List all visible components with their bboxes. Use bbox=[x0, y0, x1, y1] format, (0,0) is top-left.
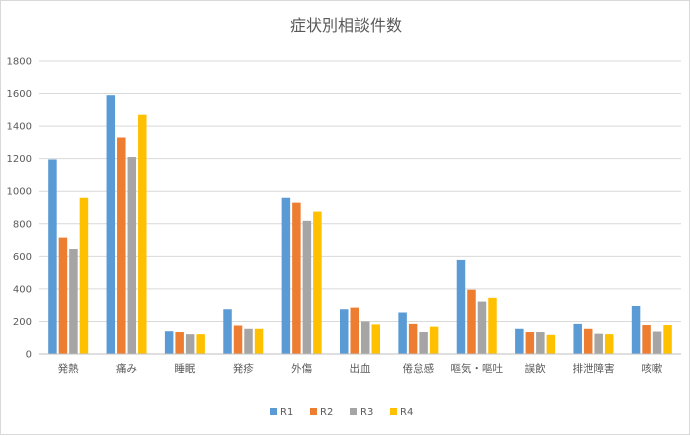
bar-R4-10 bbox=[663, 325, 672, 354]
bar-R2-5 bbox=[350, 307, 359, 354]
bar-R2-0 bbox=[58, 237, 68, 354]
legend-label: R4 bbox=[400, 407, 413, 418]
bar-R1-2 bbox=[164, 331, 174, 354]
bar-R3-8 bbox=[536, 332, 545, 354]
category-label: 誤飲 bbox=[525, 362, 546, 375]
bar-R1-10 bbox=[631, 305, 641, 354]
bar-R3-9 bbox=[594, 333, 603, 354]
bar-R4-7 bbox=[488, 297, 497, 354]
y-tick-label: 0 bbox=[26, 350, 32, 361]
bar-R3-10 bbox=[652, 331, 662, 354]
bar-R1-9 bbox=[573, 323, 582, 354]
legend-swatch-R4 bbox=[390, 408, 397, 415]
y-tick-label: 1800 bbox=[7, 57, 32, 68]
bar-R1-1 bbox=[106, 95, 116, 354]
bar-R4-8 bbox=[546, 334, 556, 354]
legend: R1 R2 R3 R4 bbox=[270, 407, 413, 418]
category-label: 外傷 bbox=[291, 362, 312, 375]
category-label: 発熱 bbox=[58, 362, 79, 375]
category-label: 睡眠 bbox=[174, 362, 195, 375]
bar-R1-6 bbox=[398, 312, 407, 354]
bar-R2-2 bbox=[175, 332, 184, 354]
bar-R2-9 bbox=[583, 328, 593, 354]
bar-R3-3 bbox=[244, 328, 253, 354]
bar-R3-1 bbox=[127, 157, 137, 354]
bar-R4-6 bbox=[429, 326, 439, 354]
category-label: 痛み bbox=[116, 362, 137, 375]
bar-R4-2 bbox=[196, 334, 205, 354]
bar-R1-4 bbox=[281, 197, 291, 354]
y-tick-label: 1000 bbox=[7, 187, 32, 198]
chart-title: 症状別相談件数 bbox=[290, 16, 402, 35]
legend-label: R2 bbox=[320, 407, 333, 418]
bar-R3-4 bbox=[302, 220, 312, 354]
legend-swatch-R2 bbox=[310, 408, 317, 415]
bar-R1-3 bbox=[223, 309, 232, 354]
bar-R2-8 bbox=[525, 332, 535, 354]
bar-R3-7 bbox=[477, 301, 487, 354]
y-tick-label: 1600 bbox=[7, 89, 32, 100]
bar-R4-5 bbox=[371, 324, 380, 354]
bar-R2-10 bbox=[642, 325, 651, 354]
y-tick-label: 200 bbox=[13, 317, 32, 328]
y-tick-label: 800 bbox=[13, 219, 32, 230]
y-tick-label: 1200 bbox=[7, 154, 32, 165]
bars bbox=[48, 95, 672, 354]
category-label: 発疹 bbox=[233, 362, 254, 375]
y-tick-label: 1400 bbox=[7, 122, 32, 133]
bar-R2-1 bbox=[117, 137, 126, 354]
legend-swatch-R1 bbox=[270, 408, 277, 415]
legend-label: R3 bbox=[360, 407, 373, 418]
category-label: 倦怠感 bbox=[403, 362, 435, 375]
bar-R4-0 bbox=[79, 197, 89, 354]
legend-label: R1 bbox=[280, 407, 293, 418]
bar-R4-1 bbox=[138, 114, 147, 354]
category-label: 嘔気・嘔吐 bbox=[450, 362, 503, 375]
category-labels: 発熱 痛み 睡眠 発疹 外傷 出血 倦怠感 嘔気・嘔吐 誤飲 排泄障害 咳嗽 bbox=[58, 362, 663, 375]
category-label: 出血 bbox=[350, 362, 371, 375]
y-axis-ticks: 0 200 400 600 800 1000 1200 1400 1600 1800 bbox=[7, 57, 32, 361]
bar-R3-2 bbox=[185, 334, 195, 354]
y-tick-label: 400 bbox=[13, 284, 32, 295]
bar-R3-5 bbox=[361, 321, 370, 354]
bar-R4-9 bbox=[604, 334, 614, 354]
bar-R2-6 bbox=[408, 323, 418, 354]
category-label: 排泄障害 bbox=[572, 362, 614, 375]
bar-R4-4 bbox=[313, 211, 322, 354]
bar-R1-5 bbox=[340, 309, 349, 354]
bar-R2-4 bbox=[292, 202, 301, 354]
bar-R3-0 bbox=[69, 249, 78, 354]
bar-R2-7 bbox=[467, 289, 476, 354]
bar-R1-7 bbox=[456, 259, 466, 354]
bar-R1-0 bbox=[48, 159, 57, 354]
bar-R1-8 bbox=[515, 328, 524, 354]
bar-R3-6 bbox=[419, 332, 428, 354]
bar-R2-3 bbox=[233, 325, 243, 354]
legend-swatch-R3 bbox=[350, 408, 357, 415]
bar-R4-3 bbox=[254, 328, 264, 354]
category-label: 咳嗽 bbox=[641, 362, 662, 375]
y-tick-label: 600 bbox=[13, 252, 32, 263]
